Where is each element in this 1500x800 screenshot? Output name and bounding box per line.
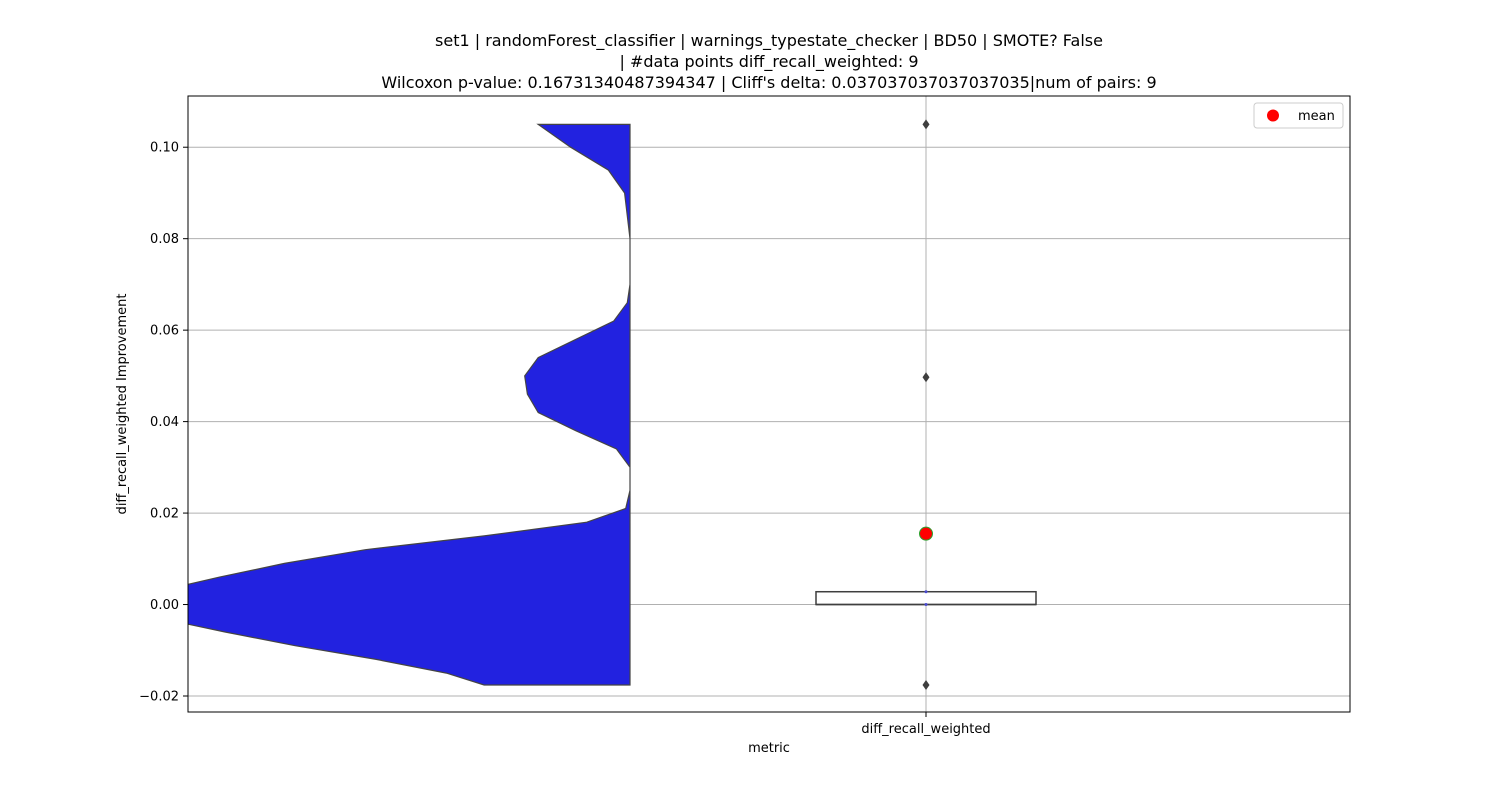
title-line-2: | #data points diff_recall_weighted: 9 [619, 52, 918, 72]
legend-mean-marker [1267, 109, 1279, 122]
y-tick-label: 0.10 [150, 141, 179, 156]
box-iqr [815, 590, 1037, 606]
violin [188, 123, 631, 686]
title-line-1: set1 | randomForest_classifier | warning… [435, 31, 1103, 51]
legend: mean [1253, 102, 1344, 129]
y-tick-label: 0.02 [150, 507, 179, 522]
y-tick-label: 0.00 [150, 598, 179, 613]
outlier-point [922, 372, 930, 383]
y-tick-label: 0.06 [150, 324, 179, 339]
title-line-3: Wilcoxon p-value: 0.16731340487394347 | … [381, 73, 1156, 92]
chart-title: set1 | randomForest_classifier | warning… [381, 31, 1156, 92]
x-tick-label: diff_recall_weighted [861, 722, 990, 737]
outlier-point [922, 119, 930, 130]
plot-frame [187, 95, 1351, 713]
boxplot [815, 119, 1037, 691]
y-axis-ticks: −0.02 0.00 0.02 0.04 0.06 0.08 0.10 [139, 141, 188, 704]
box-point [924, 590, 928, 594]
legend-mean-label: mean [1298, 109, 1335, 124]
y-tick-label: −0.02 [139, 689, 179, 704]
x-axis-title: metric [748, 741, 790, 756]
box-point [924, 603, 928, 607]
y-axis-title: diff_recall_weighted Improvement [115, 294, 130, 515]
y-tick-label: 0.04 [150, 415, 179, 430]
legend-box [1253, 102, 1344, 129]
violin-body [188, 123, 631, 686]
outlier-point [922, 680, 930, 691]
mean-marker [919, 526, 933, 541]
y-tick-label: 0.08 [150, 232, 179, 247]
x-axis: diff_recall_weighted metric [748, 712, 991, 756]
